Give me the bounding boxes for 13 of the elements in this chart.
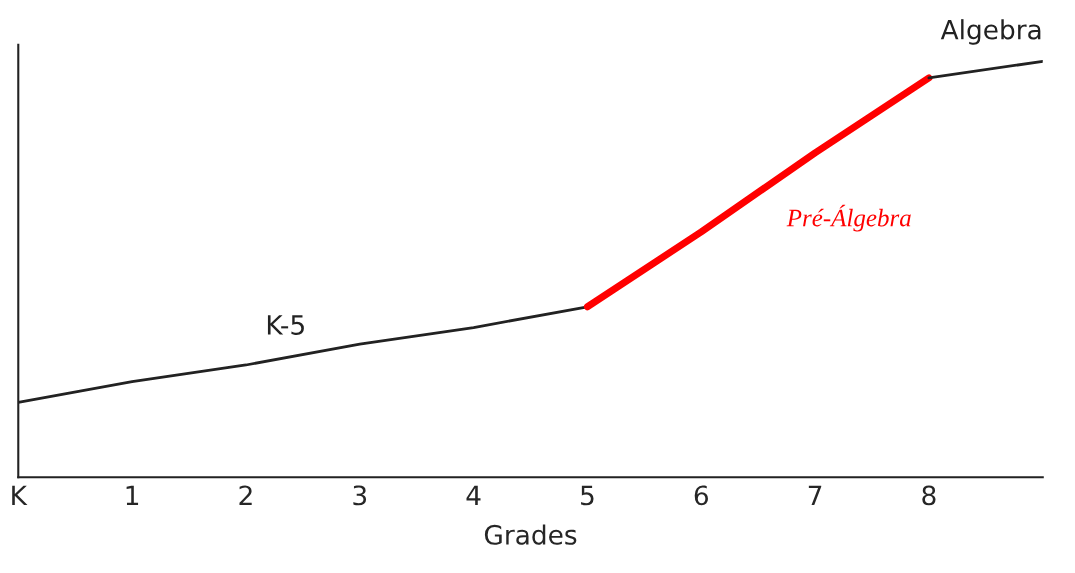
x-tick-label: 5 (581, 485, 594, 506)
series-label: Pré-Álgebra (786, 204, 911, 232)
x-tick-label: 7 (808, 485, 822, 505)
x-tick-label: 8 (922, 485, 936, 506)
x-tick-label: 4 (466, 485, 481, 505)
x-tick-label: 1 (126, 485, 139, 505)
x-tick-label: 3 (353, 485, 367, 506)
series-label: Algebra (940, 19, 1041, 45)
x-tick-label: K (12, 485, 28, 505)
x-tick-label: 2 (239, 485, 252, 505)
x-axis-title: Grades (484, 524, 577, 545)
x-tick-label: 6 (694, 485, 708, 506)
series-label: K-5 (267, 315, 304, 335)
